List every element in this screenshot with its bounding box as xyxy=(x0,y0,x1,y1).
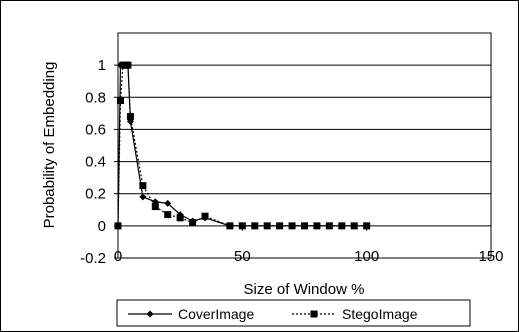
series-stegoimage xyxy=(114,61,371,230)
data-point xyxy=(151,203,159,211)
data-point xyxy=(164,211,172,219)
data-point xyxy=(325,222,333,230)
data-point xyxy=(238,222,246,230)
data-point xyxy=(338,222,346,230)
y-tick-label: -0.2 xyxy=(80,250,106,267)
y-axis-label: Probability of Embedding xyxy=(41,62,58,229)
data-point xyxy=(226,222,234,230)
legend-marker xyxy=(146,310,154,318)
legend-label: StegoImage xyxy=(342,306,418,322)
data-point xyxy=(126,113,134,121)
data-point xyxy=(114,222,122,230)
data-point xyxy=(201,212,209,220)
series-layer xyxy=(114,61,371,230)
data-point xyxy=(139,193,147,201)
data-point xyxy=(363,222,371,230)
x-tick-label: 0 xyxy=(114,248,122,265)
data-point xyxy=(350,222,358,230)
data-point xyxy=(288,222,296,230)
data-point xyxy=(251,222,259,230)
y-tick-label: 0.6 xyxy=(85,121,106,138)
legend-box xyxy=(116,299,471,327)
legend: CoverImage StegoImage xyxy=(116,299,471,327)
x-axis-label: Size of Window % xyxy=(244,281,365,298)
data-point xyxy=(176,214,184,222)
x-tick-label: 150 xyxy=(478,248,503,265)
legend-label: CoverImage xyxy=(178,306,254,322)
legend-marker xyxy=(310,310,318,318)
data-point xyxy=(189,219,197,227)
y-tick-label: 0.2 xyxy=(85,186,106,203)
x-tick-label: 100 xyxy=(354,248,379,265)
data-point xyxy=(124,61,132,69)
y-tick-label: 0 xyxy=(98,218,106,235)
x-tick-label: 50 xyxy=(234,248,251,265)
data-point xyxy=(139,182,147,190)
data-point xyxy=(164,199,172,207)
tick-labels: -0.2 0 0.2 0.4 0.6 0.8 1 0 50 100 150 xyxy=(80,57,503,267)
y-tick-label: 0.8 xyxy=(85,89,106,106)
legend-items: CoverImage StegoImage xyxy=(128,306,418,322)
data-point xyxy=(313,222,321,230)
data-point xyxy=(263,222,271,230)
y-tick-label: 1 xyxy=(98,57,106,74)
data-point xyxy=(276,222,284,230)
data-point xyxy=(116,97,124,104)
y-tick-label: 0.4 xyxy=(85,154,106,171)
data-point xyxy=(301,222,308,230)
